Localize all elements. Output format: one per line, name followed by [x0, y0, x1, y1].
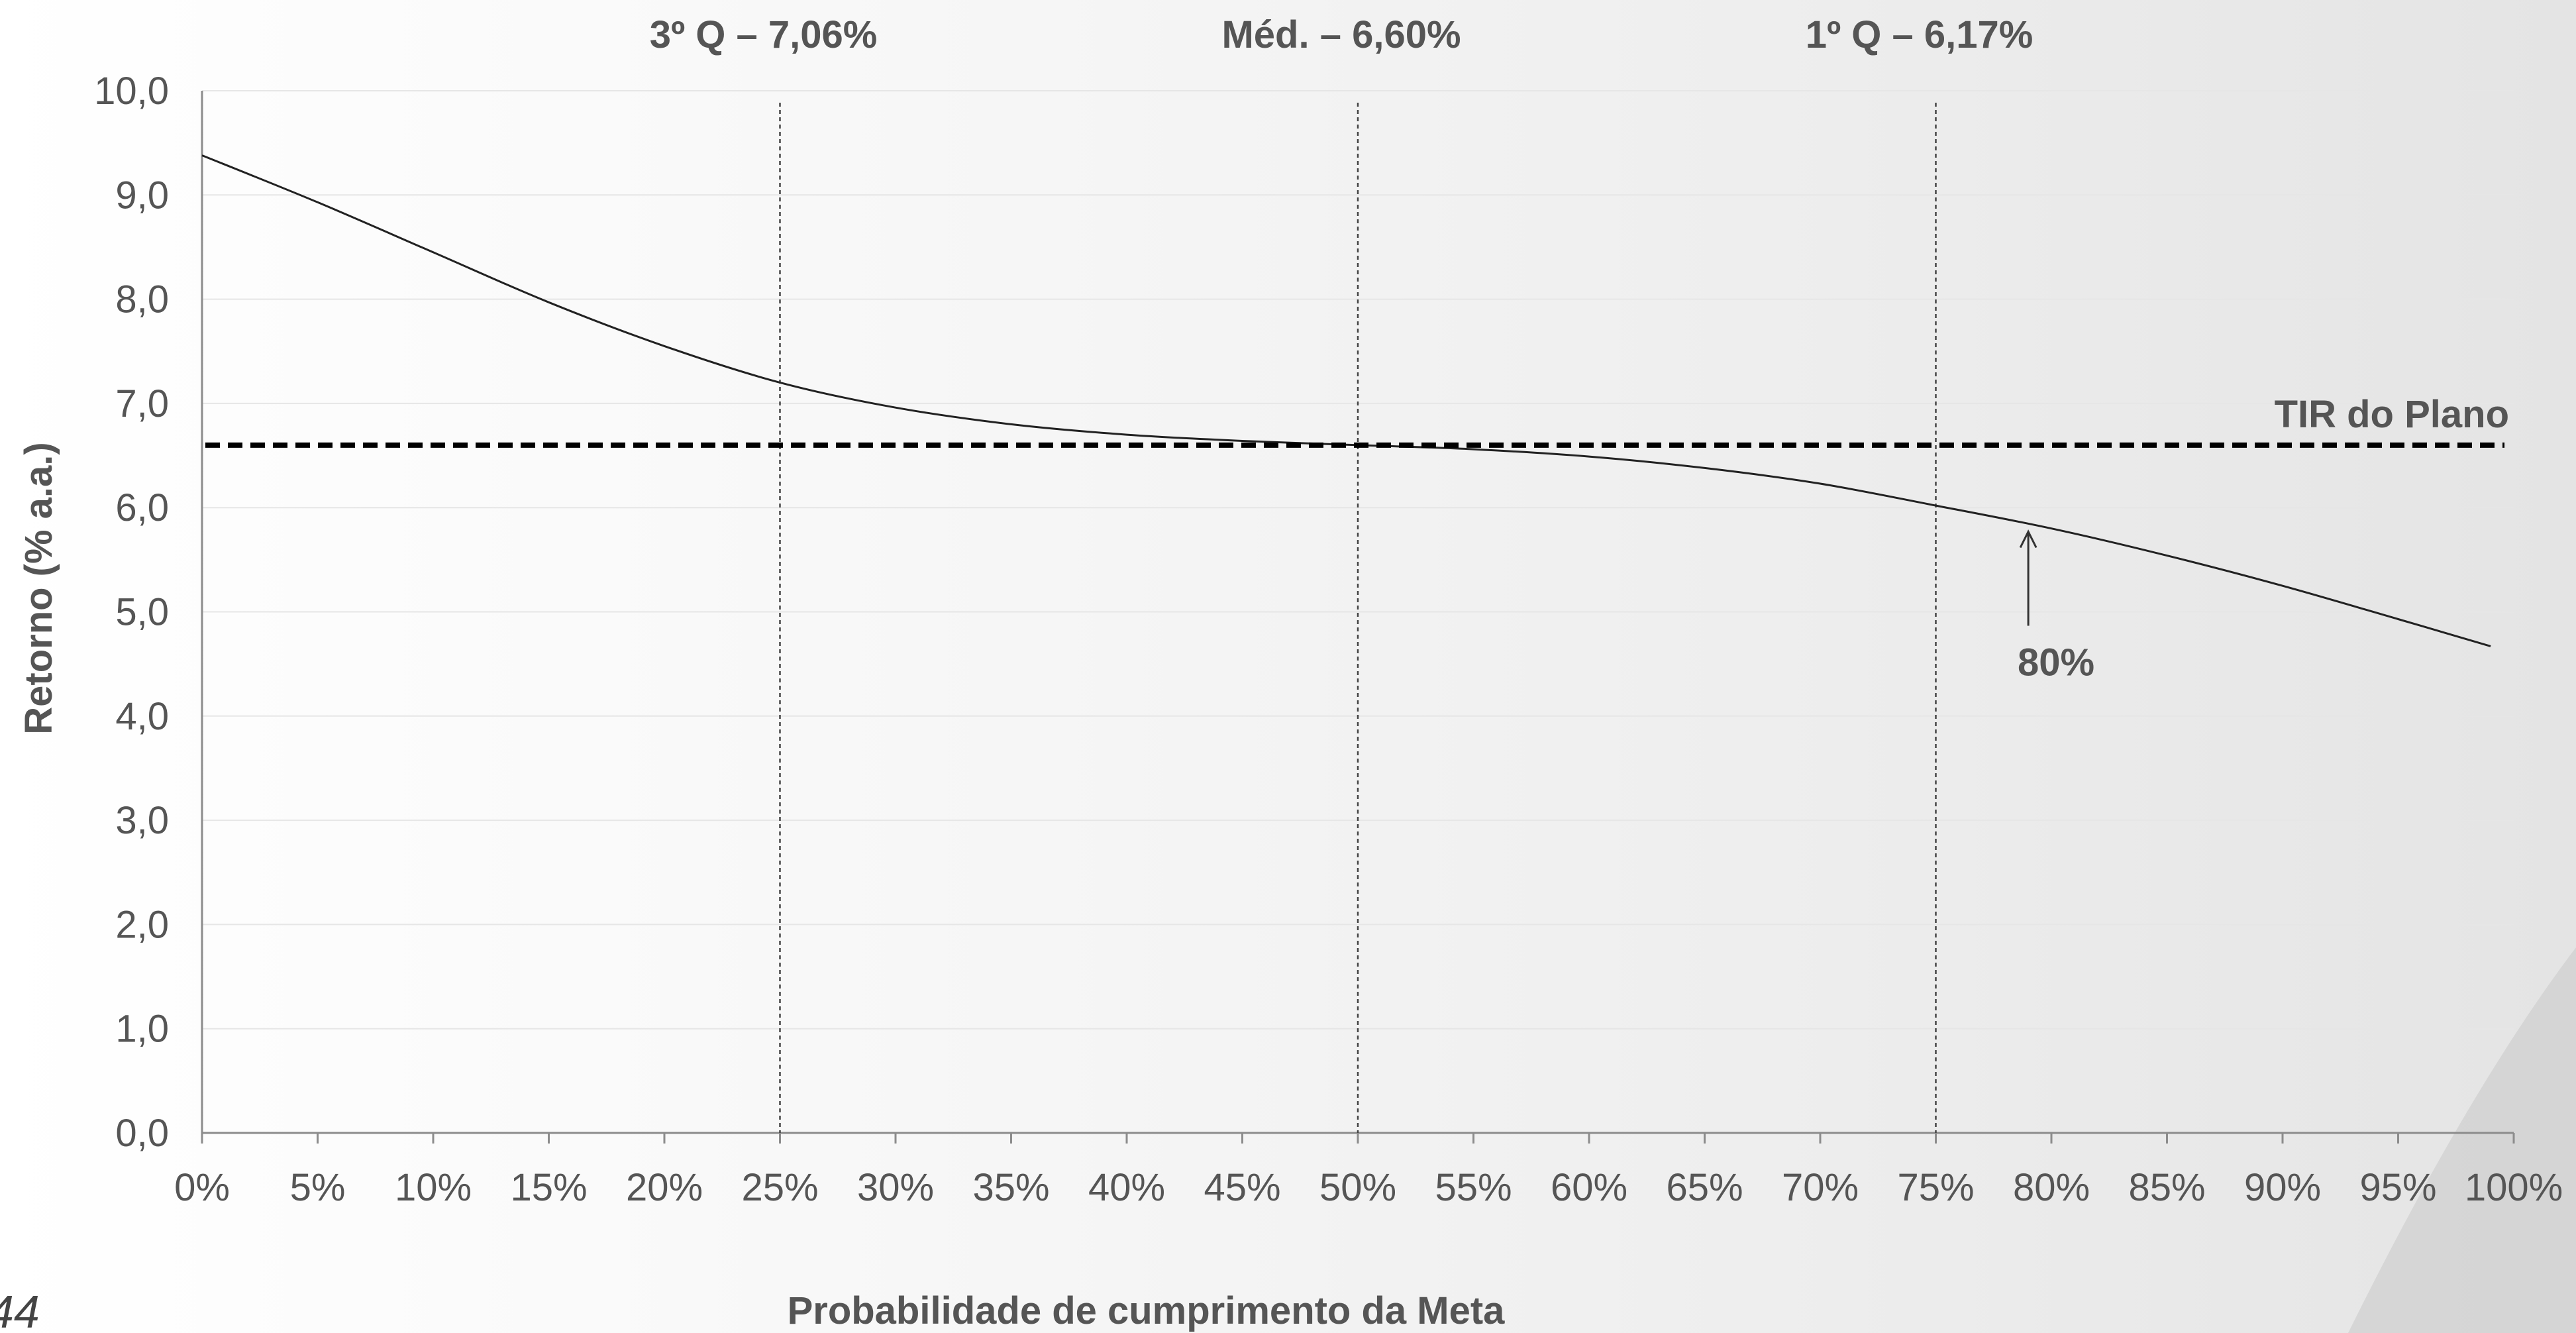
x-tick-label: 75%: [1897, 1166, 1974, 1209]
y-tick-label: 7,0: [115, 382, 169, 425]
x-tick-label: 90%: [2244, 1166, 2321, 1209]
y-tick-label: 0,0: [115, 1112, 169, 1155]
x-tick-label: 0%: [174, 1166, 230, 1209]
page-number: 44: [0, 1286, 40, 1333]
x-tick-label: 25%: [741, 1166, 818, 1209]
vertical-marker-label: Méd. – 6,60%: [1221, 13, 1461, 56]
x-tick-label: 85%: [2128, 1166, 2205, 1209]
y-axis-title: Retorno (% a.a.): [17, 442, 60, 735]
x-tick-label: 60%: [1551, 1166, 1627, 1209]
y-tick-label: 9,0: [115, 174, 169, 217]
y-tick-label: 6,0: [115, 486, 169, 529]
x-tick-label: 15%: [510, 1166, 587, 1209]
x-tick-label: 45%: [1204, 1166, 1280, 1209]
vertical-marker-label: 1º Q – 6,17%: [1806, 13, 2034, 56]
vertical-marker-label: 3º Q – 7,06%: [650, 13, 878, 56]
x-tick-label: 30%: [857, 1166, 934, 1209]
x-tick-label: 95%: [2359, 1166, 2436, 1209]
x-tick-label: 40%: [1088, 1166, 1165, 1209]
x-axis-title: Probabilidade de cumprimento da Meta: [788, 1289, 1506, 1332]
x-tick-label: 10%: [395, 1166, 472, 1209]
point-annotation-group: 80%: [2018, 529, 2094, 684]
y-tick-label: 4,0: [115, 695, 169, 738]
gridlines: [202, 90, 2514, 1030]
series: [201, 154, 2491, 647]
reference-line-label: TIR do Plano: [2275, 393, 2509, 436]
x-tick-label: 5%: [290, 1166, 346, 1209]
y-tick-label: 8,0: [115, 278, 169, 321]
x-tick-label: 35%: [972, 1166, 1049, 1209]
x-tick-label: 50%: [1319, 1166, 1396, 1209]
series-line: [201, 154, 2491, 647]
x-tick-label: 80%: [2013, 1166, 2090, 1209]
x-tick-label: 20%: [626, 1166, 703, 1209]
annotation-arrowhead: [2019, 529, 2037, 549]
y-tick-label: 2,0: [115, 903, 169, 946]
y-tick-label: 10,0: [94, 70, 169, 113]
x-tick-label: 100%: [2465, 1166, 2563, 1209]
y-tick-label: 3,0: [115, 799, 169, 842]
y-tick-label: 1,0: [115, 1008, 169, 1051]
y-tick-labels: 0,0 1,0 2,0 3,0 4,0 5,0 6,0 7,0 8,0 9,0 10,0: [94, 70, 169, 1155]
x-tick-labels: 0% 5% 10% 15% 20% 25% 30% 35% 40% 45% 50% 55% 60% 65%…: [174, 1133, 2563, 1209]
annotation-label: 80%: [2018, 641, 2094, 684]
x-tick-label: 55%: [1435, 1166, 1512, 1209]
reference-line-group: TIR do Plano: [205, 393, 2509, 448]
x-tick-label: 70%: [1782, 1166, 1859, 1209]
x-tick-label: 65%: [1666, 1166, 1743, 1209]
page-corner-decoration: [2348, 947, 2576, 1333]
vertical-markers: 3º Q – 7,06% Méd. – 6,60% 1º Q – 6,17%: [650, 13, 2034, 1133]
y-tick-label: 5,0: [115, 591, 169, 634]
